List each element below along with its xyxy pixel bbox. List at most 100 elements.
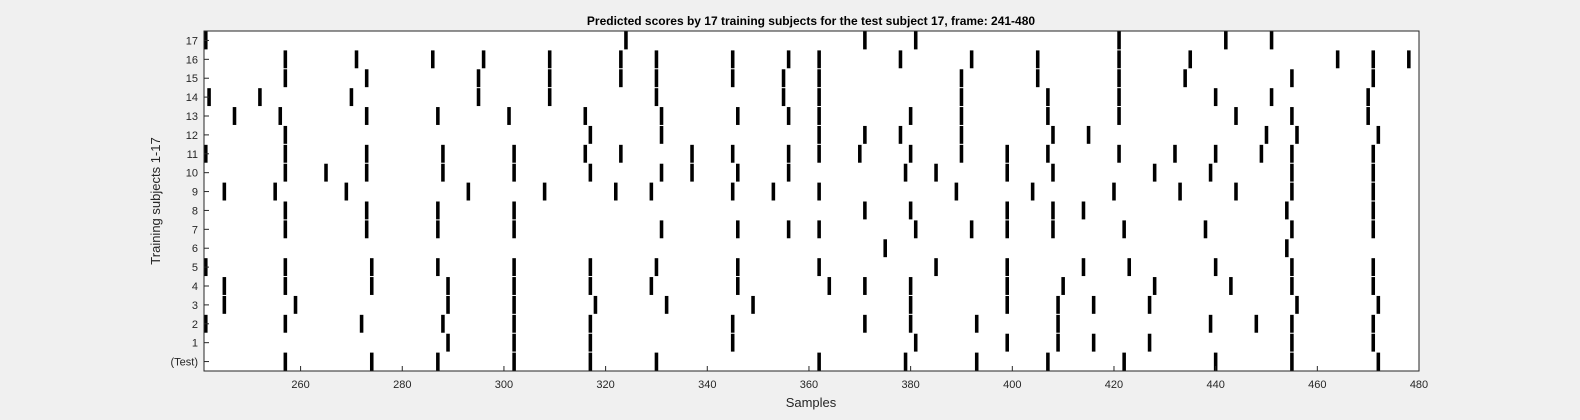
event-mark-row-15-14 (1371, 69, 1376, 88)
event-mark-row-5-11 (1081, 258, 1086, 277)
event-mark-row-14-6 (781, 88, 786, 107)
event-mark-row-8-5 (908, 201, 913, 220)
event-mark-row-4-15 (1290, 277, 1294, 295)
event-mark-row-11-16 (1117, 144, 1121, 163)
event-mark-row-9-3 (466, 182, 471, 201)
event-mark-row-4-4 (512, 277, 516, 295)
event-mark-row-8-4 (863, 201, 867, 220)
event-mark-row-2-2 (359, 314, 364, 333)
event-mark-row-9-11 (1030, 182, 1035, 201)
event-mark-row-15-10 (1035, 69, 1040, 88)
event-mark-row-7-6 (786, 220, 791, 239)
plot-frame (203, 30, 1420, 372)
event-mark-row-11-10 (817, 144, 821, 163)
event-mark-row-0-7 (903, 352, 908, 371)
event-mark-row-11-21 (1371, 144, 1376, 163)
event-mark-row-7-5 (736, 220, 740, 239)
event-mark-row-2-7 (863, 314, 867, 333)
event-mark-row-15-8 (817, 69, 821, 88)
event-mark-row-8-2 (436, 201, 440, 220)
event-mark-row-11-6 (619, 144, 623, 163)
event-mark-row-5-15 (1371, 258, 1376, 277)
event-mark-row-10-14 (1152, 163, 1157, 182)
event-mark-row-14-4 (547, 88, 552, 107)
event-mark-row-14-10 (1117, 88, 1121, 107)
event-mark-row-0-13 (1376, 352, 1381, 371)
event-mark-row-10-8 (736, 163, 740, 182)
event-mark-row-9-12 (1112, 182, 1116, 201)
event-mark-row-13-5 (583, 107, 588, 125)
event-mark-row-0-12 (1290, 352, 1294, 371)
event-mark-row-16-13 (1117, 50, 1121, 69)
event-mark-row-4-6 (649, 277, 654, 295)
event-mark-row-2-9 (974, 314, 979, 333)
chart-title: Predicted scores by 17 training subjects… (587, 14, 1035, 28)
event-mark-row-12-9 (1264, 125, 1269, 144)
event-mark-row-14-7 (817, 88, 821, 107)
event-mark-row-7-13 (1203, 220, 1208, 239)
event-mark-row-0-1 (369, 352, 374, 371)
event-mark-row-5-9 (934, 258, 938, 277)
event-mark-row-5-8 (817, 258, 821, 277)
event-mark-row-9-6 (649, 182, 654, 201)
event-mark-row-16-17 (1407, 50, 1411, 69)
event-mark-row-13-14 (1234, 107, 1238, 125)
event-mark-row-9-7 (730, 182, 735, 201)
event-mark-row-1-10 (1371, 333, 1376, 352)
event-mark-row-15-5 (654, 69, 659, 88)
x-tick-label: 300 (495, 379, 513, 391)
event-mark-row-7-11 (1051, 220, 1055, 239)
event-mark-row-11-14 (1005, 144, 1009, 163)
event-mark-row-7-7 (817, 220, 821, 239)
event-mark-row-13-9 (817, 107, 821, 125)
event-mark-row-2-5 (588, 314, 593, 333)
event-mark-row-12-0 (283, 125, 288, 144)
event-mark-row-14-8 (959, 88, 964, 107)
event-mark-row-7-4 (659, 220, 664, 239)
event-mark-row-9-9 (817, 182, 821, 201)
event-mark-row-11-2 (364, 144, 369, 163)
event-mark-row-5-6 (654, 258, 659, 277)
x-axis-label: Samples (786, 395, 837, 410)
event-mark-row-10-6 (659, 163, 664, 182)
event-mark-row-5-13 (1213, 258, 1218, 277)
event-mark-row-11-9 (786, 144, 791, 163)
event-mark-row-14-0 (207, 88, 211, 107)
y-tick-label: 1 (192, 338, 198, 350)
event-mark-row-12-10 (1295, 125, 1299, 144)
event-mark-row-13-15 (1290, 107, 1294, 125)
y-axis-label: Training subjects 1-17 (148, 137, 163, 264)
event-mark-row-10-4 (512, 163, 516, 182)
event-mark-row-5-5 (588, 258, 593, 277)
x-tick-label: 340 (698, 379, 716, 391)
event-mark-row-3-0 (222, 295, 227, 314)
event-mark-row-16-3 (481, 50, 486, 69)
y-tick-label: 5 (192, 262, 198, 274)
event-mark-row-16-0 (283, 50, 288, 69)
event-mark-row-10-17 (1371, 163, 1376, 182)
event-mark-row-7-3 (512, 220, 516, 239)
event-mark-row-3-11 (1147, 295, 1152, 314)
event-mark-row-3-5 (664, 295, 669, 314)
event-mark-row-3-7 (908, 295, 913, 314)
event-mark-row-7-1 (364, 220, 369, 239)
event-mark-row-12-4 (863, 125, 867, 144)
event-mark-row-6-0 (883, 239, 887, 258)
event-mark-row-13-16 (1366, 107, 1370, 125)
event-mark-row-8-8 (1081, 201, 1086, 220)
event-mark-row-12-7 (1051, 125, 1055, 144)
event-mark-row-11-3 (441, 144, 445, 163)
event-mark-row-9-1 (273, 182, 277, 201)
event-mark-row-16-16 (1371, 50, 1376, 69)
event-mark-row-1-6 (1056, 333, 1060, 352)
event-mark-row-13-7 (736, 107, 740, 125)
event-mark-row-14-9 (1046, 88, 1050, 107)
event-mark-row-16-10 (898, 50, 903, 69)
event-mark-row-1-9 (1290, 333, 1294, 352)
y-tick-label: 3 (192, 300, 198, 312)
event-mark-row-10-5 (588, 163, 593, 182)
event-mark-row-14-13 (1366, 88, 1370, 107)
event-mark-row-11-5 (583, 144, 588, 163)
event-mark-row-15-2 (476, 69, 481, 88)
event-mark-row-8-0 (283, 201, 288, 220)
